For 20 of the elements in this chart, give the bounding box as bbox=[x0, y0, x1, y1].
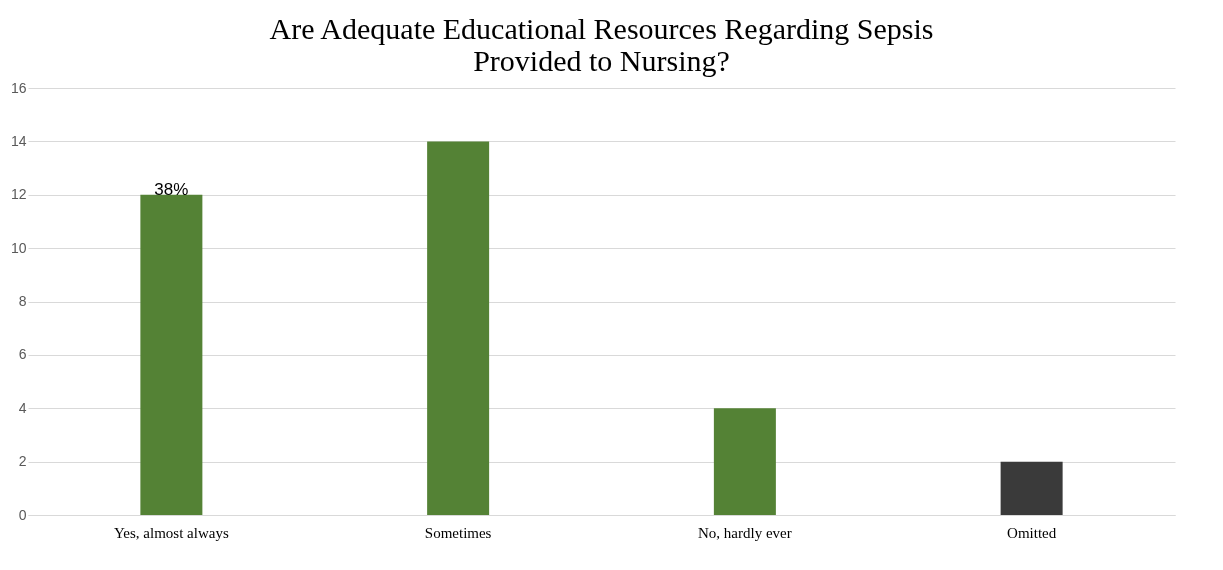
y-tick-label: 10 bbox=[10, 239, 27, 256]
y-tick-label: 4 bbox=[18, 399, 27, 416]
y-tick-label: 12 bbox=[10, 186, 27, 203]
bar bbox=[427, 141, 490, 515]
bar bbox=[1000, 461, 1063, 515]
y-tick-label: 16 bbox=[10, 79, 27, 96]
annotation: 38% bbox=[154, 179, 189, 199]
y-tick-label: 14 bbox=[10, 132, 27, 149]
x-tick-label: No, hardly ever bbox=[698, 524, 792, 541]
x-tick-label: Sometimes bbox=[424, 524, 492, 541]
y-tick-label: 0 bbox=[18, 506, 27, 523]
bar bbox=[713, 408, 776, 515]
text: Are Adequate Educational Resources Regarding Sepsis bbox=[269, 12, 934, 45]
y-tick-label: 8 bbox=[18, 293, 27, 309]
y-tick-label: 6 bbox=[18, 346, 27, 363]
x-tick-label: Omitted bbox=[1007, 524, 1057, 541]
text: Provided to Nursing? bbox=[473, 44, 730, 77]
y-tick-label: 2 bbox=[18, 453, 27, 470]
x-tick-label: Yes, almost always bbox=[114, 524, 229, 541]
bar bbox=[140, 194, 203, 515]
